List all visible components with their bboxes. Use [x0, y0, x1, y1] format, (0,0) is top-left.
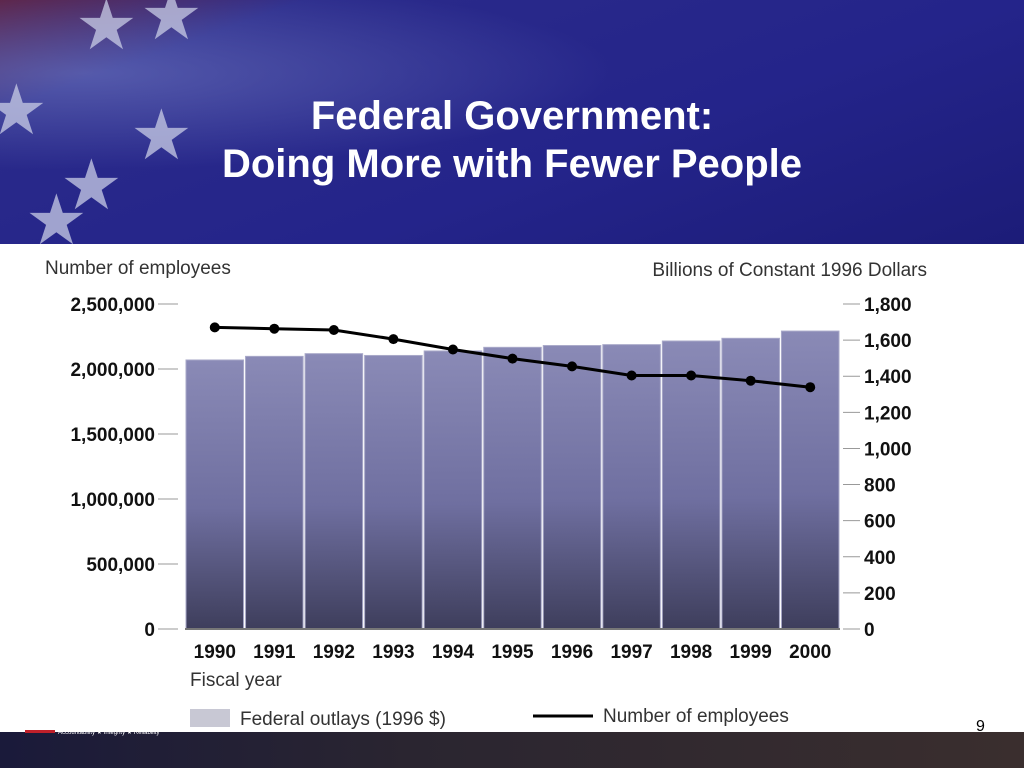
flag-star-icon: ★ — [75, 0, 138, 64]
x-tick-label: 1994 — [432, 642, 475, 663]
footer-tagline: Accountability ★ Integrity ★ Reliability — [58, 730, 160, 736]
right-tick-label: 0 — [864, 620, 875, 641]
page-number: 9 — [976, 718, 985, 735]
bar-outlays-1991 — [245, 355, 304, 630]
bar-outlays-1998 — [661, 340, 721, 630]
right-tick-label: 1,800 — [864, 295, 912, 316]
title-line-1: Federal Government: — [310, 94, 714, 138]
employees-point-1997 — [626, 370, 637, 381]
flag-star-icon: ★ — [60, 146, 123, 224]
flag-star-icon: ★ — [25, 181, 88, 244]
bar-outlays-1993 — [364, 354, 423, 630]
left-tick-label: 500,000 — [86, 555, 155, 576]
bar-outlays-1996 — [542, 345, 602, 630]
legend-bar-swatch — [190, 709, 230, 727]
right-axis-label: Billions of Constant 1996 Dollars — [652, 260, 927, 281]
bar-outlays-1999 — [721, 337, 780, 630]
x-axis-label: Fiscal year — [190, 670, 283, 691]
left-axis: 0 500,000 1,000,000 1,500,000 2,000,000 2,500… — [70, 295, 178, 641]
combo-chart: 0 500,000 1,000,000 1,500,000 2,000,000 2,500… — [0, 244, 1024, 732]
bar-outlays-1994 — [423, 350, 483, 630]
x-tick-label: 1991 — [253, 642, 296, 663]
employees-points — [209, 322, 816, 393]
x-tick-label: 1990 — [194, 642, 236, 663]
bar-outlays-2000 — [780, 330, 840, 630]
left-tick-label: 2,500,000 — [70, 295, 155, 316]
bar-outlays-1990 — [185, 359, 245, 630]
right-tick-label: 400 — [864, 548, 896, 569]
footer-logo-bar — [25, 730, 55, 733]
employees-point-1998 — [686, 370, 697, 381]
footer-band — [0, 732, 1024, 768]
legend-bar-label: Federal outlays (1996 $) — [240, 709, 446, 730]
right-tick-label: 1,200 — [864, 403, 912, 424]
x-tick-label: 1998 — [670, 642, 712, 663]
x-tick-label: 1996 — [551, 642, 593, 663]
x-tick-label: 1995 — [491, 642, 534, 663]
title-banner: ★ ★ ★ ★ ★ ★ Federal Government: Doing Mo… — [0, 0, 1024, 244]
x-tick-label: 1999 — [730, 642, 772, 663]
x-tick-label: 1997 — [610, 642, 652, 663]
slide-title: Federal Government: Doing More with Fewe… — [0, 92, 1024, 188]
x-tick-label: 2000 — [789, 642, 831, 663]
right-tick-label: 800 — [864, 476, 896, 497]
employees-point-1996 — [567, 361, 578, 372]
left-tick-label: 1,000,000 — [70, 490, 155, 511]
left-tick-label: 0 — [144, 620, 155, 641]
flag-star-icon: ★ — [140, 0, 203, 54]
title-line-2: Doing More with Fewer People — [221, 142, 803, 186]
right-tick-label: 1,600 — [864, 331, 912, 352]
legend-line-label: Number of employees — [603, 706, 789, 727]
flag-star-icon: ★ — [0, 71, 48, 149]
employees-point-1999 — [745, 375, 756, 386]
employees-point-1993 — [388, 334, 399, 345]
bar-outlays-1992 — [304, 353, 364, 630]
flag-star-icon: ★ — [130, 96, 193, 174]
x-axis: 1990 1991 1992 1993 1994 1995 1996 1997 1998 1999… — [194, 642, 832, 663]
bar-outlays-1995 — [483, 346, 542, 630]
right-tick-label: 200 — [864, 584, 896, 605]
x-tick-label: 1992 — [313, 642, 355, 663]
right-tick-label: 1,400 — [864, 367, 912, 388]
employees-point-1994 — [447, 344, 458, 355]
x-tick-label: 1993 — [372, 642, 414, 663]
employees-point-1995 — [507, 353, 518, 364]
left-tick-label: 1,500,000 — [70, 425, 155, 446]
bar-series — [185, 330, 840, 630]
right-tick-label: 600 — [864, 512, 896, 533]
left-axis-label: Number of employees — [45, 258, 231, 279]
employees-point-2000 — [805, 382, 816, 393]
bar-outlays-1997 — [602, 344, 661, 630]
chart-area: 0 500,000 1,000,000 1,500,000 2,000,000 2,500… — [0, 244, 1024, 732]
employees-point-1990 — [209, 322, 220, 333]
left-tick-label: 2,000,000 — [70, 360, 155, 381]
right-tick-label: 1,000 — [864, 439, 912, 460]
right-axis: 0 200 400 600 800 1,000 1,200 1,400 1,600 1,800 — [843, 295, 912, 641]
employees-point-1992 — [328, 325, 339, 335]
employees-point-1991 — [269, 323, 280, 334]
